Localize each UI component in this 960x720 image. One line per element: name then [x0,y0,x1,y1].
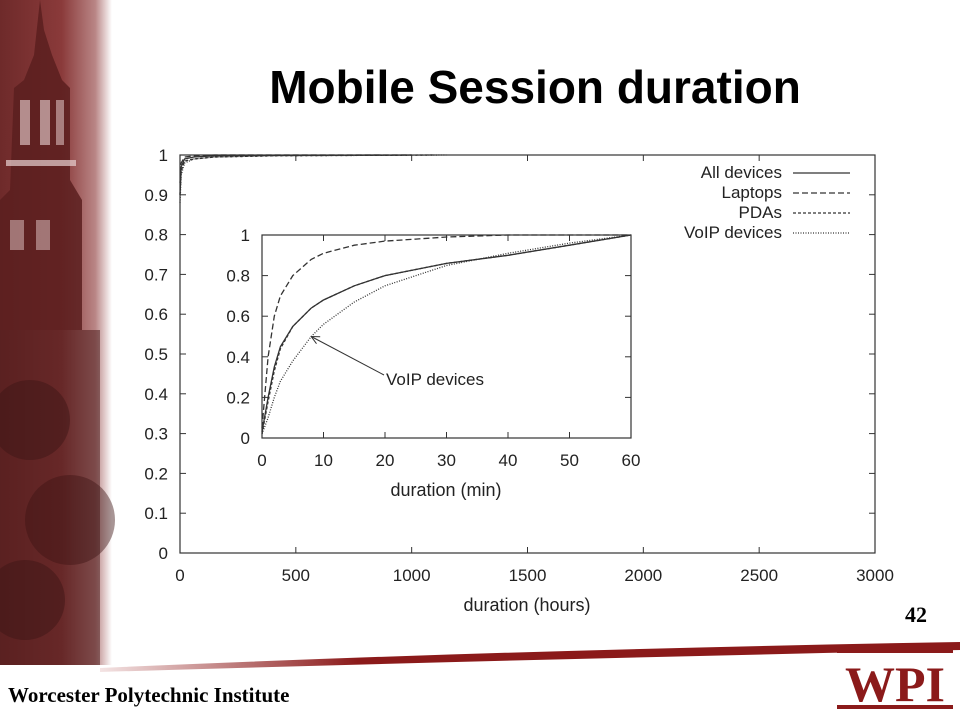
logo-text: WPI [845,656,945,712]
annotation-arrowhead [310,335,321,344]
outer-x-tick-label: 1500 [509,566,547,585]
outer-series-lines [179,154,447,203]
legend-label-laptops: Laptops [722,183,783,202]
outer-y-tick-label: 0.3 [144,425,168,444]
footer-rule [100,642,960,672]
outer-x-axis-label: duration (hours) [463,595,590,615]
outer-y-tick-label: 0.7 [144,265,168,284]
inset-x-axis-label: duration (min) [390,480,501,500]
inset-series-voip-devices [261,234,632,435]
outer-x-tick-label: 1000 [393,566,431,585]
outer-y-tick-label: 0.5 [144,345,168,364]
outer-x-tick-label: 0 [175,566,184,585]
outer-x-tick-label: 3000 [856,566,894,585]
annotation-arrow [310,336,385,376]
inset-x-tick-label: 60 [622,451,641,470]
inset-series-all-devices [261,234,632,433]
outer-y-tick-label: 1 [159,146,168,165]
page-number: 42 [905,602,927,627]
inset-y-tick-label: 0.4 [226,348,250,367]
wpi-logo: WPI [837,647,953,712]
inset-plot-frame [261,234,632,439]
outer-x-tick-label: 500 [282,566,310,585]
outer-chart: 00.10.20.30.40.50.60.70.80.91 0 500 1000 15… [144,146,894,615]
outer-y-tick-label: 0 [159,544,168,563]
outer-y-ticks: 0 0.1 0.2 0.3 0.4 0.5 0.6 0.7 0.8 0.9 1 [144,146,875,563]
slide-title: Mobile Session duration [269,61,801,113]
inset-y-tick-label: 1 [241,226,250,245]
outer-y-tick-label: 0.6 [144,305,168,324]
legend: All devices Laptops PDAs VoIP devices [684,163,850,242]
inset-series-laptops [261,234,631,428]
outer-x-tick-label: 2000 [624,566,662,585]
inset-x-tick-label: 30 [437,451,456,470]
outer-series-pdas [179,154,435,195]
annotation-voip-devices: VoIP devices [386,370,484,389]
outer-y-tick-label: 0.4 [144,385,168,404]
legend-label-voip-devices: VoIP devices [684,223,782,242]
inset-x-tick-label: 20 [376,451,395,470]
inset-y-tick-label: 0.2 [226,388,250,407]
legend-label-all-devices: All devices [701,163,782,182]
outer-x-tick-label: 2500 [740,566,778,585]
outer-y-tick-label: 0.9 [144,186,168,205]
inset-y-ticks: 0 0.2 0.4 0.6 0.8 1 [226,226,631,448]
inset-x-tick-label: 0 [257,451,266,470]
building-photo [0,0,115,665]
legend-label-pdas: PDAs [739,203,782,222]
outer-y-tick-label: 0.8 [144,226,168,245]
inset-x-tick-label: 40 [499,451,518,470]
outer-series-laptops [179,154,412,183]
outer-y-tick-label: 0.2 [144,464,168,483]
inset-x-ticks: 0 10 20 30 40 50 60 [257,235,640,470]
inset-chart: 0 0.2 0.4 0.6 0.8 1 0 10 20 30 40 50 60 duration (m… [226,226,640,500]
inset-x-tick-label: 50 [560,451,579,470]
outer-x-ticks: 0 500 1000 1500 2000 2500 3000 [175,155,894,585]
footer-institution: Worcester Polytechnic Institute [8,683,290,707]
outer-y-tick-label: 0.1 [144,504,168,523]
inset-x-tick-label: 10 [314,451,333,470]
inset-y-tick-label: 0 [241,429,250,448]
inset-y-tick-label: 0.8 [226,267,250,286]
inset-y-tick-label: 0.6 [226,307,250,326]
inset-series-lines [261,234,632,435]
outer-series-voip-devices [179,154,447,203]
